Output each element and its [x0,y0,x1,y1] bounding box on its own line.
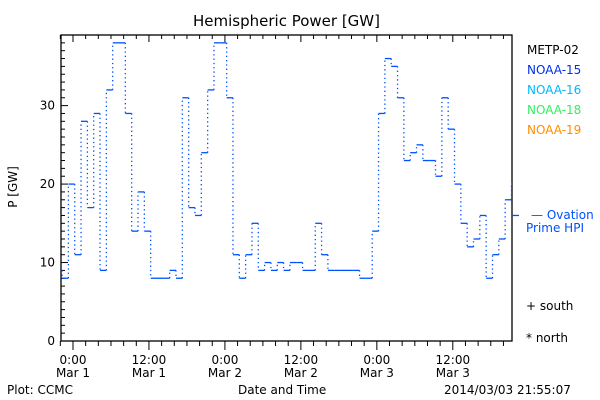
legend-item: METP-02 [527,43,579,57]
x-tick-label: Mar 1 [56,366,90,380]
legend-item: NOAA-16 [527,83,582,97]
x-tick-label: Mar 3 [436,366,470,380]
x-tick-label: 12:00 [284,353,319,367]
series-label-line1: — Ovation [531,208,594,222]
legend-item: NOAA-18 [527,103,582,117]
plot-timestamp: 2014/03/03 21:55:07 [444,383,571,397]
x-tick-label: Mar 2 [284,366,318,380]
x-tick-label: 0:00 [60,353,87,367]
x-tick-label: Mar 1 [132,366,166,380]
x-tick-label: 12:00 [132,353,167,367]
chart-title: Hemispheric Power [GW] [193,12,380,30]
marker-north: * north [526,331,569,345]
x-tick-label: Mar 3 [360,366,394,380]
series-label-line2: Prime HPI [526,221,584,235]
legend-item: NOAA-15 [527,63,582,77]
y-tick-label: 10 [40,256,55,270]
legend-item: NOAA-19 [527,123,582,137]
marker-south: + south [526,299,574,313]
x-tick-label: 0:00 [363,353,390,367]
series-ovation-prime-hpi [61,42,512,279]
x-tick-label: Mar 2 [208,366,242,380]
x-tick-label: 12:00 [436,353,471,367]
x-axis-label: Date and Time [238,383,327,397]
x-tick-label: 0:00 [211,353,238,367]
y-tick-label: 30 [40,99,55,113]
y-tick-label: 0 [47,334,55,348]
y-tick-label: 20 [40,177,55,191]
plot-credit: Plot: CCMC [7,383,73,397]
plot-frame [60,34,513,342]
